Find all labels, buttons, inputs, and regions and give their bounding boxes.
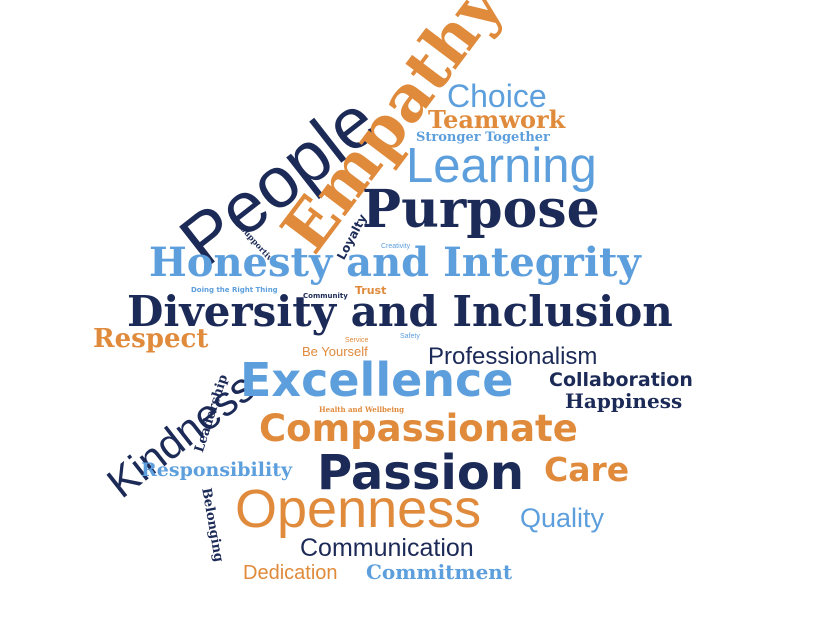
word-community: Community bbox=[303, 292, 348, 300]
word-service: Service bbox=[345, 337, 369, 344]
word-be-yourself: Be Yourself bbox=[302, 344, 368, 359]
word-responsibility: Responsibility bbox=[141, 459, 293, 481]
word-diversity-and-inclusion: Diversity and Inclusion bbox=[127, 287, 673, 336]
word-teamwork: Teamwork bbox=[428, 105, 566, 134]
word-respect: Respect bbox=[93, 324, 209, 354]
word-commitment: Commitment bbox=[366, 560, 513, 584]
word-belonging: Belonging bbox=[198, 486, 226, 564]
word-dedication: Dedication bbox=[243, 562, 338, 584]
word-purpose: Purpose bbox=[362, 179, 600, 240]
word-compassionate: Compassionate bbox=[259, 407, 578, 450]
word-doing-the-right-thing: Doing the Right Thing bbox=[191, 286, 278, 294]
word-choice: Choice bbox=[447, 78, 547, 114]
word-communication: Communication bbox=[300, 534, 474, 562]
word-health-and-wellbeing: Health and Wellbeing bbox=[319, 405, 405, 414]
word-passion: Passion bbox=[317, 445, 525, 501]
word-excellence: Excellence bbox=[240, 353, 514, 407]
word-stronger-together: Stronger Together bbox=[416, 130, 550, 145]
word-care: Care bbox=[544, 450, 630, 489]
word-collaboration: Collaboration bbox=[549, 369, 693, 391]
word-professionalism: Professionalism bbox=[428, 343, 598, 370]
word-honesty-and-integrity: Honesty and Integrity bbox=[149, 239, 641, 286]
word-safety: Safety bbox=[400, 333, 420, 340]
word-quality: Quality bbox=[520, 503, 605, 533]
word-happiness: Happiness bbox=[565, 389, 683, 413]
word-openness: Openness bbox=[235, 479, 482, 539]
word-trust: Trust bbox=[355, 284, 387, 297]
word-learning: Learning bbox=[406, 139, 597, 193]
word-creativity: Creativity bbox=[381, 243, 411, 250]
